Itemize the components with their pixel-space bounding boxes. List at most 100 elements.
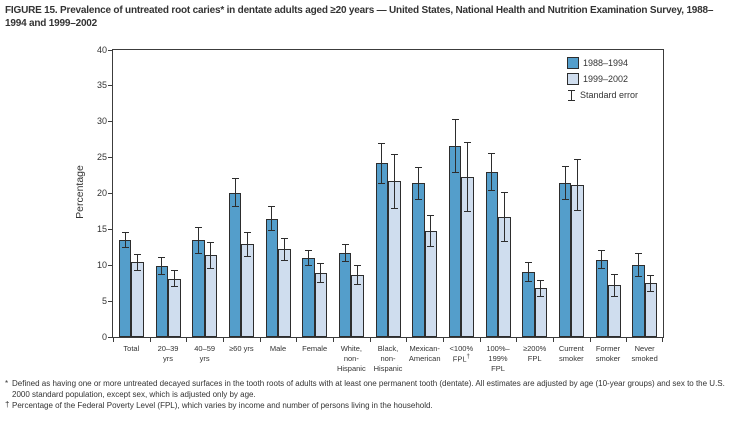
error-bar [304, 250, 312, 266]
error-bar [488, 153, 496, 191]
x-axis-tick [369, 338, 371, 342]
error-bar [134, 253, 142, 271]
x-category-label: Never smoked [631, 344, 658, 363]
y-axis-tick [108, 264, 113, 266]
x-axis-tick [149, 338, 151, 342]
y-axis-tick [108, 157, 113, 159]
error-bar [634, 253, 642, 278]
y-axis-tick [108, 85, 113, 87]
error-bar [194, 226, 202, 254]
x-axis-tick [589, 338, 591, 342]
error-bar [280, 237, 288, 261]
y-axis-tick [108, 49, 113, 51]
footnote-marker: * [5, 379, 9, 388]
error-bar [354, 264, 362, 285]
bar-series1 [595, 259, 608, 337]
error-bar [378, 142, 386, 185]
x-axis-tick [406, 338, 408, 342]
bar-series2 [278, 249, 291, 337]
x-category-label: Total [123, 344, 140, 353]
x-category-label: ≥60 yrs [229, 344, 254, 353]
x-category-label: Male [269, 344, 287, 353]
legend-label-1988-1994: 1988–1994 [583, 58, 629, 68]
footnote-text: Defined as having one or more untreated … [12, 379, 725, 399]
plot-area: 1988–1994 1999–2002 Standard error 0 5 10 1… [97, 45, 664, 373]
legend-label-standard-error: Standard error [580, 90, 639, 100]
bar-series1 [302, 258, 315, 337]
y-axis-tick-label: 10 [96, 259, 107, 270]
error-bar [341, 244, 349, 262]
bar-series1 [338, 253, 352, 337]
y-axis-tick [108, 336, 113, 338]
x-axis-tick [296, 338, 298, 342]
footnote-text: Percentage of the Federal Poverty Level … [12, 400, 433, 410]
y-axis-tick [108, 193, 113, 194]
error-bar [414, 166, 422, 200]
y-axis-tick-label: 40 [96, 44, 107, 55]
error-bar [524, 262, 532, 283]
x-axis-tick [443, 338, 444, 342]
legend-item-standard-error: Standard error [567, 87, 638, 103]
y-axis-tick-label: 30 [96, 116, 107, 127]
x-axis-tick [186, 338, 188, 342]
y-axis-tick-label: 15 [96, 223, 107, 234]
error-bar [561, 165, 569, 200]
error-bar [317, 263, 325, 284]
y-axis-tick [108, 228, 113, 230]
error-bar [574, 159, 582, 211]
legend-label-1999-2002: 1999–2002 [583, 74, 629, 84]
error-bar [207, 241, 215, 269]
x-category-label: Mexican- American [408, 344, 441, 363]
x-axis-tick [333, 338, 334, 342]
figure-title: FIGURE 15. Prevalence of untreated root … [5, 5, 714, 30]
y-axis-tick-label: 0 [101, 331, 107, 342]
error-bar [158, 256, 166, 276]
error-bar [121, 232, 129, 249]
legend-item-1988-1994: 1988–1994 [567, 55, 638, 71]
footnote-asterisk: * Defined as having one or more untreated… [4, 379, 732, 401]
error-bar [170, 270, 178, 288]
x-category-label: White, non- Hispanic [336, 344, 366, 373]
bar-series1 [228, 192, 242, 337]
x-category-label: ≥200% FPL [523, 344, 547, 363]
y-axis-tick [108, 300, 113, 302]
legend-swatch-1999-2002 [567, 73, 579, 85]
bar-series1 [118, 240, 132, 337]
x-category-label: 100%– 199% FPL [486, 344, 510, 373]
x-category-label: 20–39 yrs [157, 344, 179, 363]
error-bar [244, 231, 252, 258]
bar-series1 [265, 218, 278, 337]
x-axis-tick [223, 338, 224, 342]
y-axis-tick-label: 25 [96, 152, 107, 163]
footnote-dagger: † Percentage of the Federal Poverty Level… [4, 399, 732, 412]
error-bar [598, 250, 606, 269]
footnote-marker: † [5, 399, 10, 409]
bar-series1 [412, 183, 425, 337]
x-axis-tick [113, 338, 114, 342]
x-category-label: Black, non- Hispanic [373, 344, 403, 373]
x-axis-tick [259, 338, 261, 342]
x-axis-tick [662, 338, 663, 342]
x-category-label: 40–59 yrs [194, 344, 216, 363]
x-category-label: Former smoker [595, 344, 621, 363]
x-axis-tick [479, 338, 481, 342]
y-axis-tick-label: 35 [96, 80, 107, 91]
y-axis-tick-label: 5 [101, 295, 107, 306]
error-bar [647, 274, 655, 292]
footnotes: * Defined as having one or more untreated… [4, 379, 732, 411]
legend: 1988–1994 1999–2002 Standard error [567, 55, 638, 103]
bar-series1 [558, 182, 572, 337]
error-bar [268, 206, 276, 231]
standard-error-icon [568, 89, 575, 101]
x-axis-tick [553, 338, 554, 342]
bar-series1 [375, 163, 388, 337]
legend-item-1999-2002: 1999–2002 [567, 71, 638, 87]
x-category-label: <100% FPL† [449, 344, 474, 364]
error-bar [451, 118, 459, 174]
y-axis-tick-label: 20 [96, 188, 107, 198]
error-bar [464, 141, 472, 213]
bar-series1 [192, 240, 205, 337]
bar-series1 [155, 265, 168, 337]
bar-series2 [424, 230, 438, 337]
